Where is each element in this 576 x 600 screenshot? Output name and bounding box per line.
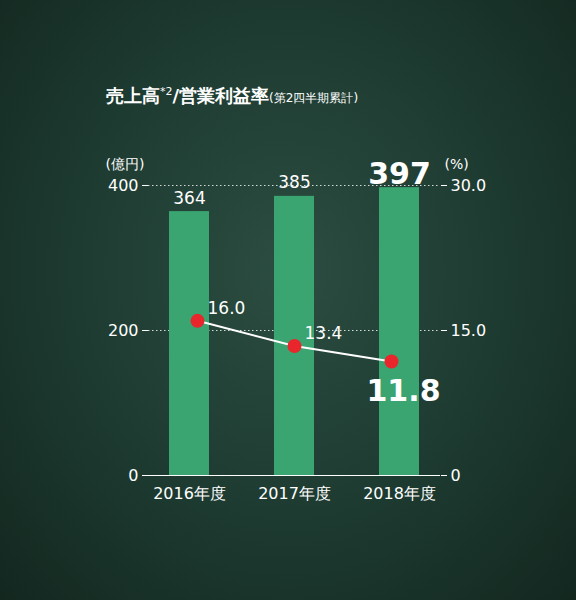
svg-text:397: 397 [368, 156, 431, 191]
svg-text:(億円): (億円) [106, 156, 145, 172]
svg-text:2018年度: 2018年度 [363, 484, 436, 503]
svg-text:13.4: 13.4 [305, 323, 343, 343]
svg-text:15.0: 15.0 [451, 321, 487, 340]
svg-text:385: 385 [278, 172, 310, 192]
svg-text:11.8: 11.8 [366, 373, 440, 408]
svg-text:364: 364 [173, 188, 205, 208]
svg-text:2017年度: 2017年度 [258, 484, 331, 503]
svg-text:2016年度: 2016年度 [153, 484, 226, 503]
svg-text:200: 200 [108, 321, 139, 340]
svg-text:0: 0 [451, 466, 461, 485]
svg-text:16.0: 16.0 [208, 298, 246, 318]
svg-text:0: 0 [128, 466, 138, 485]
svg-text:400: 400 [108, 176, 139, 195]
html-text:売上高*2/営業利益率(第2四半期累計): 売上高*2/営業利益率(第2四半期累計) [106, 85, 359, 106]
svg-text:(%): (%) [445, 156, 469, 172]
svg-text:30.0: 30.0 [451, 176, 487, 195]
